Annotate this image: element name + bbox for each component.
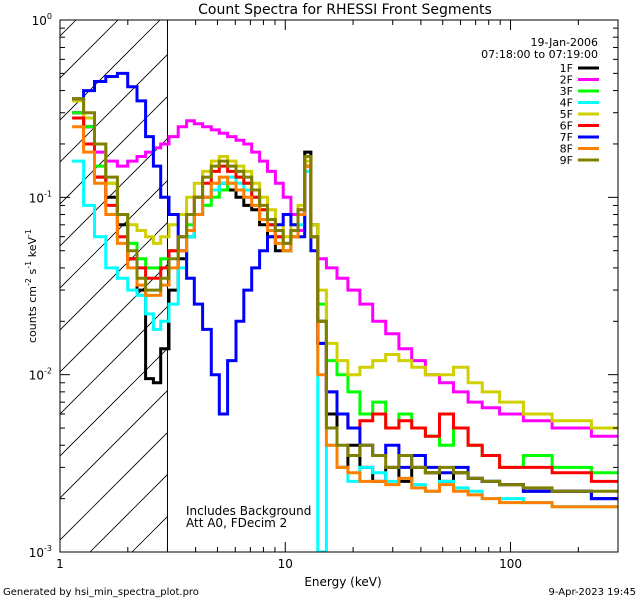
hatch-line bbox=[60, 179, 168, 289]
hatch-line bbox=[60, 137, 168, 247]
y-label-exp2: -1 bbox=[24, 261, 33, 269]
hatch-line bbox=[60, 20, 119, 79]
y-tick-label: 10-2 bbox=[29, 367, 52, 383]
series-1F-line bbox=[72, 111, 618, 501]
series-9F-line bbox=[72, 97, 618, 493]
y-tick-label: 10-1 bbox=[29, 189, 52, 205]
hatch-line bbox=[60, 221, 168, 331]
y-label-main: counts cm bbox=[26, 286, 39, 343]
generated-by-label: Generated by hsi_min_spectra_plot.pro bbox=[3, 587, 199, 598]
hatch-line bbox=[0, 0, 12, 572]
series-5F-line bbox=[72, 99, 618, 430]
series-4F-line bbox=[72, 159, 618, 552]
y-label-exp1: -2 bbox=[24, 278, 33, 286]
time-range-label: 07:18:00 to 07:19:00 bbox=[481, 48, 598, 61]
chart-title: Count Spectra for RHESSI Front Segments bbox=[198, 2, 492, 18]
y-label-exp3: -1 bbox=[24, 229, 33, 237]
hatch-line bbox=[89, 473, 168, 552]
x-tick-label: 100 bbox=[499, 557, 522, 571]
legend-label-8F: 8F bbox=[560, 143, 573, 156]
series-8F-line bbox=[72, 125, 618, 509]
legend-label-9F: 9F bbox=[560, 154, 573, 167]
legend-label-4F: 4F bbox=[560, 97, 573, 110]
hatch-line bbox=[196, 0, 640, 572]
date-label: 19-Jan-2006 bbox=[531, 36, 599, 49]
legend-label-7F: 7F bbox=[560, 131, 573, 144]
legend-label-6F: 6F bbox=[560, 120, 573, 133]
series-7F-line bbox=[72, 71, 618, 501]
plot-frame bbox=[59, 19, 619, 553]
annotation-attenuator: Att A0, FDecim 2 bbox=[186, 516, 287, 530]
y-tick-label: 10-3 bbox=[29, 544, 52, 560]
x-tick-label: 10 bbox=[278, 557, 293, 571]
axis-ticks: 1 10 100 100 10-1 10-2 10-3 bbox=[29, 12, 619, 571]
hatch-line bbox=[60, 305, 168, 415]
x-tick-label: 1 bbox=[56, 557, 64, 571]
timestamp-label: 9-Apr-2023 19:45 bbox=[549, 587, 636, 598]
y-label-kev: keV bbox=[26, 237, 39, 261]
x-axis-label: Energy (keV) bbox=[304, 575, 381, 589]
y-label-s: s bbox=[26, 268, 39, 277]
hatch-line bbox=[60, 263, 168, 373]
hatch-line bbox=[60, 389, 168, 499]
legend-label-1F: 1F bbox=[560, 62, 573, 75]
annotation-background: Includes Background bbox=[186, 504, 311, 518]
series-6F-line bbox=[72, 116, 618, 483]
hatch-line bbox=[60, 53, 168, 163]
y-tick-label: 100 bbox=[32, 12, 52, 28]
legend-label-2F: 2F bbox=[560, 74, 573, 87]
y-axis-label: counts cm-2 s-1 keV-1 bbox=[24, 229, 39, 343]
legend-label-5F: 5F bbox=[560, 108, 573, 121]
hatch-line bbox=[60, 20, 77, 37]
hatch-line bbox=[60, 431, 168, 541]
legend-label-3F: 3F bbox=[560, 85, 573, 98]
series-layer bbox=[72, 71, 618, 552]
